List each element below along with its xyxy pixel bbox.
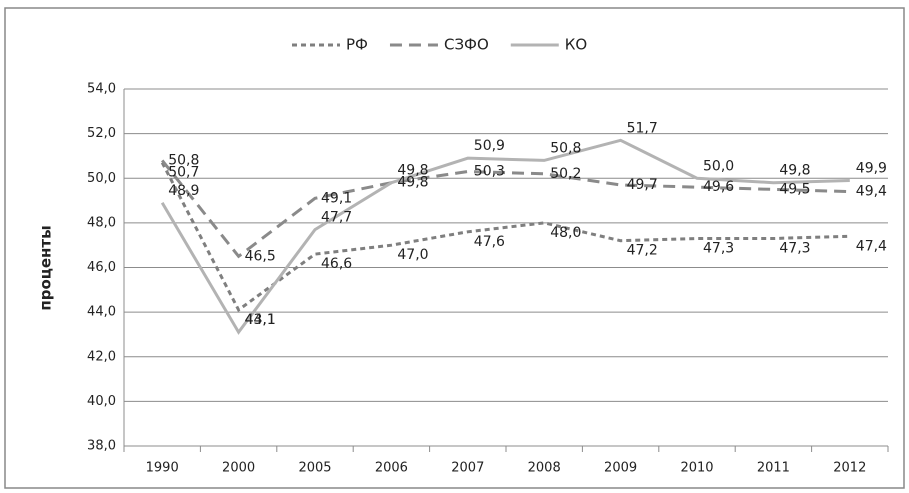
legend-label: СЗФО: [444, 36, 489, 54]
data-label: 51,7: [627, 120, 658, 136]
data-label: 50,0: [703, 158, 734, 174]
data-label: 50,9: [474, 138, 505, 154]
data-label: 49,7: [627, 177, 658, 193]
data-label: 47,3: [779, 240, 810, 256]
legend-label: КО: [565, 36, 587, 54]
legend-label: РФ: [346, 36, 368, 54]
y-tick-label: 48,0: [87, 215, 116, 230]
data-label: 48,9: [168, 183, 199, 199]
x-tick-label: 2005: [298, 461, 331, 476]
data-label: 47,6: [474, 234, 505, 250]
data-label: 47,0: [397, 247, 428, 263]
data-label: 46,6: [321, 256, 352, 272]
data-label: 49,8: [397, 163, 428, 179]
y-tick-label: 46,0: [87, 260, 116, 275]
data-label: 50,8: [168, 152, 199, 168]
data-label: 48,0: [550, 225, 581, 241]
data-label: 47,7: [321, 210, 352, 226]
series-line: [160, 161, 850, 313]
y-tick-label: 54,0: [87, 82, 116, 97]
x-tick-label: 2009: [604, 461, 637, 476]
y-tick-label: 44,0: [87, 305, 116, 320]
series-line: [160, 138, 850, 335]
x-tick-label: 2006: [375, 461, 408, 476]
x-tick-label: 2011: [757, 461, 790, 476]
y-axis-label: проценты: [37, 225, 55, 310]
data-label: 49,5: [779, 181, 810, 197]
data-label: 50,2: [550, 166, 581, 182]
data-label: 49,1: [321, 190, 352, 206]
data-label: 49,9: [856, 160, 887, 176]
data-label: 47,2: [627, 243, 658, 259]
x-tick-label: 2007: [451, 461, 484, 476]
x-tick-label: 2008: [528, 461, 561, 476]
x-tick-label: 2010: [680, 461, 713, 476]
data-label: 47,4: [856, 238, 887, 254]
data-label: 43,1: [245, 312, 276, 328]
y-tick-label: 50,0: [87, 171, 116, 186]
data-label: 50,3: [474, 164, 505, 180]
chart-border: [4, 7, 905, 489]
data-label: 46,5: [245, 248, 276, 264]
x-tick-label: 1990: [146, 461, 179, 476]
data-label: 44,1: [245, 312, 276, 328]
y-tick-label: 52,0: [87, 126, 116, 141]
y-tick-label: 42,0: [87, 349, 116, 364]
y-tick-label: 40,0: [87, 394, 116, 409]
x-tick-label: 2012: [833, 461, 866, 476]
data-label: 49,6: [703, 179, 734, 195]
data-label: 49,8: [779, 163, 810, 179]
data-label: 49,8: [397, 175, 428, 191]
data-label: 50,8: [550, 140, 581, 156]
data-label: 49,4: [856, 184, 887, 200]
data-label: 47,3: [703, 240, 734, 256]
x-tick-label: 2000: [222, 461, 255, 476]
y-tick-label: 38,0: [87, 439, 116, 454]
data-label: 50,7: [168, 165, 199, 181]
